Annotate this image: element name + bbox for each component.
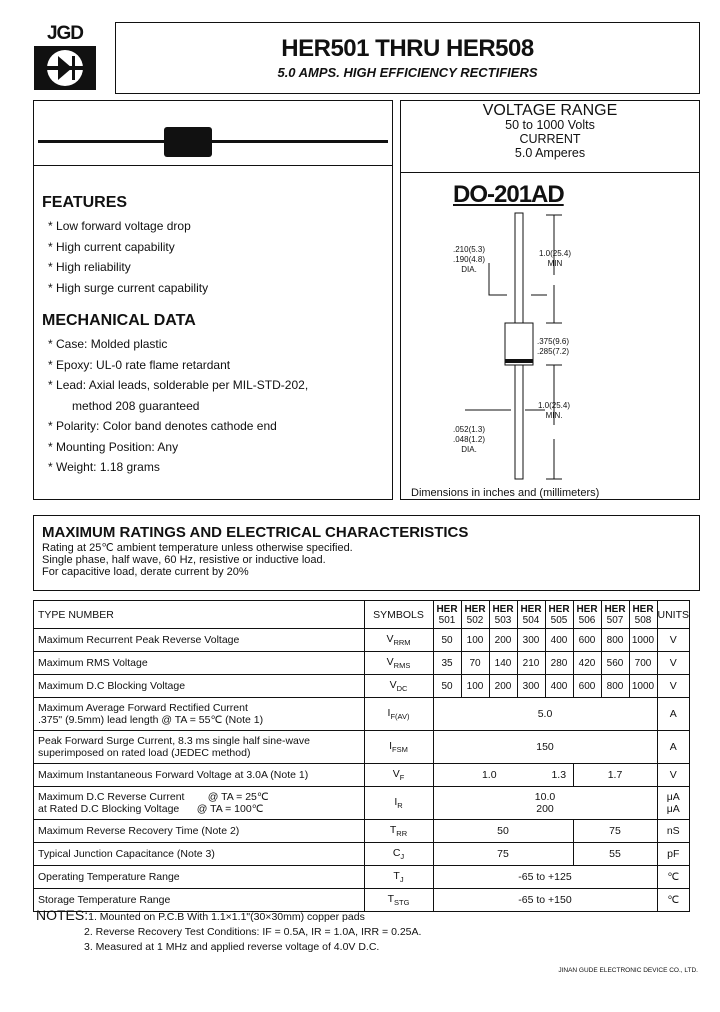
list-item: Polarity: Color band denotes cathode end (42, 416, 392, 437)
specs-panel: VOLTAGE RANGE 50 to 1000 Volts CURRENT 5… (400, 100, 700, 500)
table-row: Maximum Instantaneous Forward Voltage at… (33, 763, 690, 787)
table-row: Maximum Average Forward Rectified Curren… (33, 697, 690, 731)
features-panel: FEATURES Low forward voltage drop High c… (33, 100, 393, 500)
list-item: Weight: 1.18 grams (42, 457, 392, 478)
mechanical-list: Case: Molded plastic Epoxy: UL-0 rate fl… (42, 334, 392, 478)
package-name: DO-201AD (453, 181, 565, 208)
lead-dia-dim: .210(5.3) .190(4.8) DIA. (453, 245, 486, 274)
company-footer: JINAN GUDE ELECTRONIC DEVICE CO., LTD. (558, 967, 698, 974)
table-row: Maximum D.C Blocking Voltage VDC 50 100 200 3… (33, 674, 690, 698)
model-header: HER 507 (600, 600, 630, 629)
diode-image (34, 101, 392, 166)
package-outline (465, 212, 562, 480)
list-item: Lead: Axial leads, solderable per MIL-ST… (42, 375, 392, 396)
list-item: High surge current capability (42, 278, 392, 299)
characteristics-table: TYPE NUMBER SYMBOLS HER 501 HER 502 HER 503 HE… (33, 600, 690, 912)
features-list: Low forward voltage drop High current ca… (42, 216, 392, 298)
title-block: HER501 THRU HER508 5.0 AMPS. HIGH EFFICI… (115, 22, 700, 94)
list-item: Low forward voltage drop (42, 216, 392, 237)
list-item-cont: method 208 guaranteed (72, 398, 200, 413)
table-row: Storage Temperature Range TSTG -65 to +150… (33, 888, 690, 912)
model-header: HER 501 (432, 600, 462, 629)
table-row: Maximum Reverse Recovery Time (Note 2) TR… (33, 819, 690, 843)
mechanical-title: MECHANICAL DATA (42, 312, 196, 329)
lead-length-dim: 1.0(25.4) MIN (539, 249, 572, 268)
package-drawing: DO-201AD .210(5.3) .190(4.8) DIA. 1.0(25.4… (401, 173, 699, 499)
lead-length2-dim: 1.0(25.4) MIN. (538, 401, 571, 420)
table-row: Peak Forward Surge Current, 8.3 ms singl… (33, 730, 690, 764)
ratings-line: Rating at 25℃ ambient temperature unless… (42, 542, 353, 554)
list-item: Epoxy: UL-0 rate flame retardant (42, 355, 392, 376)
list-item: High reliability (42, 257, 392, 278)
ratings-block: MAXIMUM RATINGS AND ELECTRICAL CHARACTER… (33, 515, 700, 591)
list-item: Case: Molded plastic (42, 334, 392, 355)
voltage-current-block: VOLTAGE RANGE 50 to 1000 Volts CURRENT 5… (401, 101, 699, 173)
list-item: Mounting Position: Any (42, 437, 392, 458)
model-header: HER 503 (488, 600, 518, 629)
model-header: HER 506 (572, 600, 602, 629)
note: 3. Measured at 1 MHz and applied reverse… (84, 941, 380, 953)
notes-label: NOTES: (36, 907, 89, 923)
note: 1. Mounted on P.C.B With 1.1×1.1"(30×30m… (88, 911, 365, 923)
voltage-label: VOLTAGE RANGE (482, 102, 618, 119)
logo-text: JGD (46, 23, 84, 44)
table-row: Typical Junction Capacitance (Note 3) CJ 7… (33, 842, 690, 866)
voltage-value: 50 to 1000 Volts (505, 118, 595, 132)
current-value: 5.0 Amperes (514, 146, 586, 160)
table-row: Maximum D.C Reverse Current @ TA = 25℃ at… (33, 786, 690, 820)
dimensions-caption: Dimensions in inches and (millimeters) (411, 487, 600, 499)
table-header: TYPE NUMBER SYMBOLS HER 501 HER 502 HER 503 HE… (33, 600, 690, 629)
table-row: Operating Temperature Range TJ -65 to +125… (33, 865, 690, 889)
features-title: FEATURES (42, 194, 128, 211)
table-row: Maximum Recurrent Peak Reverse Voltage VR… (33, 628, 690, 652)
diode-logo-icon (34, 46, 96, 90)
company-logo: JGD (30, 24, 100, 94)
ratings-title: MAXIMUM RATINGS AND ELECTRICAL CHARACTER… (42, 524, 469, 541)
ratings-line: Single phase, half wave, 60 Hz, resistiv… (42, 554, 326, 566)
list-item: High current capability (42, 237, 392, 258)
current-label: CURRENT (519, 132, 581, 146)
ratings-line: For capacitive load, derate current by 2… (42, 566, 249, 578)
table-row: Maximum RMS Voltage VRMS 35 70 140 210 280 420 5… (33, 651, 690, 675)
model-header: HER 508 (628, 600, 658, 629)
body-length-dim: .375(9.6) .285(7.2) (537, 337, 570, 356)
notes: NOTES:1. Mounted on P.C.B With 1.1×1.1"(… (36, 908, 421, 955)
wire-dia-dim: .052(1.3) .048(1.2) DIA. (453, 425, 486, 454)
page-title: HER501 THRU HER508 (281, 35, 534, 62)
model-header: HER 504 (516, 600, 546, 629)
model-header: HER 502 (460, 600, 490, 629)
page-subtitle: 5.0 AMPS. HIGH EFFICIENCY RECTIFIERS (277, 65, 538, 80)
note: 2. Reverse Recovery Test Conditions: IF … (84, 926, 422, 938)
model-header: HER 505 (544, 600, 574, 629)
